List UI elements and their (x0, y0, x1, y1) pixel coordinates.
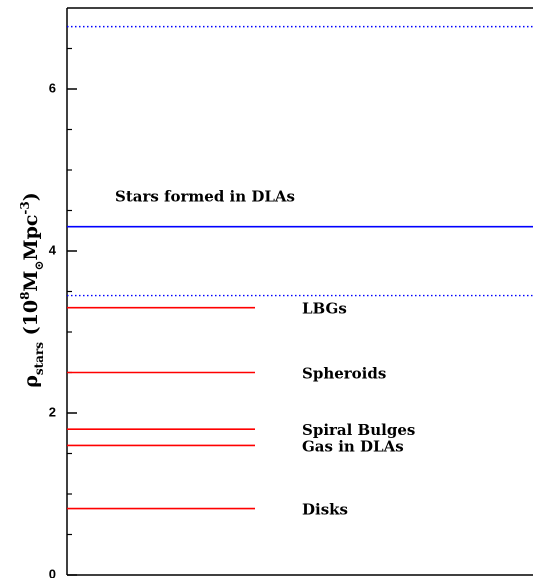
line-label: Spiral Bulges (302, 421, 415, 439)
line-label: Gas in DLAs (302, 437, 404, 455)
y-tick-label: 0 (49, 566, 56, 578)
line-label: Stars formed in DLAs (115, 188, 295, 206)
y-axis-label-part: M (20, 271, 42, 292)
y-axis-label-part: Mpc (20, 215, 42, 261)
plot-frame (66, 7, 533, 576)
y-axis-label-part: ρ (20, 375, 42, 388)
y-tick-label: 2 (49, 404, 56, 419)
y-tick-label: 4 (49, 242, 57, 257)
y-axis-label-part: -3 (18, 201, 32, 214)
y-axis-label-part: stars (32, 342, 46, 375)
y-axis-label-part: (10 (20, 300, 42, 342)
y-axis-label-part: 8 (18, 292, 32, 300)
line-label: LBGs (302, 300, 347, 318)
y-tick-label: 6 (49, 80, 56, 95)
line-label: Spheroids (302, 365, 386, 383)
y-axis-label-part: ) (20, 192, 42, 201)
line-label: Disks (302, 501, 348, 519)
y-axis-label-part: ⊙ (32, 260, 46, 270)
y-axis-label: ρstars (108M⊙Mpc-3) (18, 192, 46, 388)
